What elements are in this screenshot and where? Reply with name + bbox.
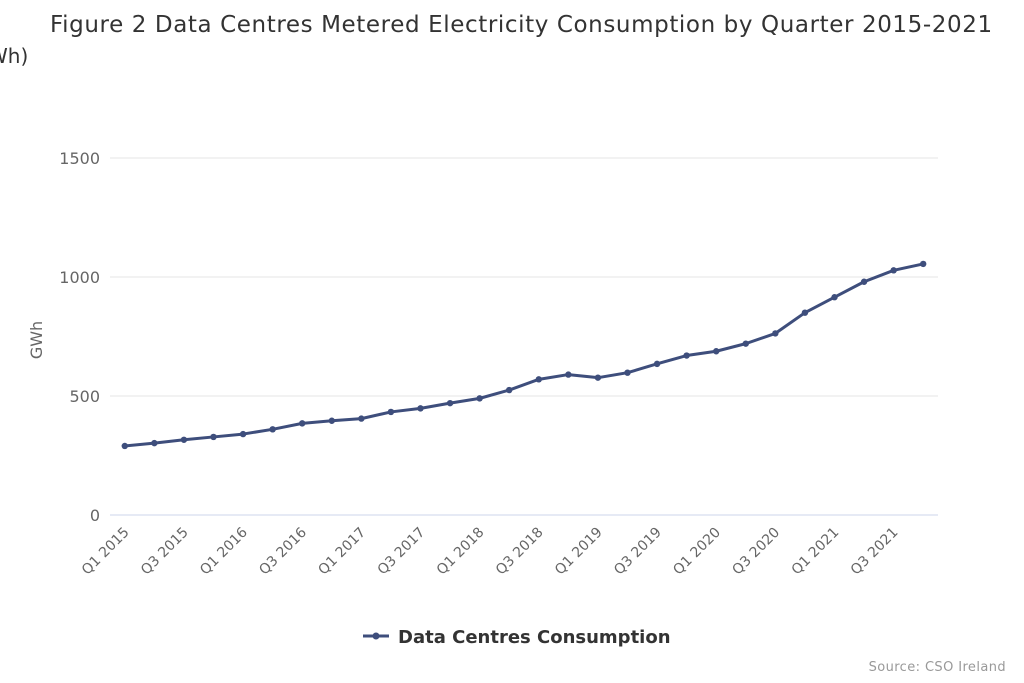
x-tick-label: Q1 2015: [79, 525, 133, 579]
legend[interactable]: Data Centres Consumption: [363, 627, 671, 648]
x-tick-label: Q1 2019: [552, 525, 606, 579]
y-tick-label: 1000: [59, 268, 100, 287]
data-point: [801, 309, 809, 316]
data-point: [387, 408, 395, 416]
x-tick-label: Q3 2015: [138, 525, 192, 579]
gridlines: [110, 157, 938, 397]
data-point: [299, 420, 306, 427]
x-tick-label: Q1 2020: [670, 525, 724, 579]
data-point: [831, 294, 838, 301]
series-line: [123, 262, 925, 448]
data-point: [890, 267, 897, 274]
data-point: [772, 330, 779, 337]
data-point: [683, 352, 690, 359]
data-point: [506, 386, 513, 394]
y-tick-label: 500: [69, 387, 100, 406]
data-point: [151, 439, 158, 447]
data-point: [269, 426, 276, 433]
x-tick-label: Q3 2016: [256, 524, 310, 578]
data-point: [446, 399, 454, 407]
data-point: [239, 430, 247, 438]
data-point: [624, 369, 631, 376]
data-point: [476, 395, 483, 402]
x-axis-ticks: Q1 2015 Q3 2015 Q1 2016 Q3 2016 Q1 2017 Q3 20…: [79, 524, 902, 578]
data-point: [742, 340, 749, 347]
x-tick-label: Q3 2017: [375, 525, 429, 579]
data-point: [565, 371, 572, 378]
data-point: [653, 360, 661, 368]
chart-subtitle: Wh): [0, 44, 29, 68]
x-tick-label: Q3 2021: [848, 525, 902, 579]
data-point: [535, 376, 542, 383]
data-point: [180, 436, 188, 443]
x-tick-label: Q3 2019: [611, 525, 665, 579]
series-data-centres-consumption: [121, 260, 927, 450]
data-point: [594, 374, 602, 381]
legend-label: Data Centres Consumption: [398, 627, 671, 648]
x-tick-label: Q1 2017: [315, 525, 369, 579]
x-tick-label: Q3 2018: [493, 525, 547, 579]
data-point: [860, 278, 868, 285]
y-axis-ticks: 0 500 1000 1500: [59, 149, 100, 525]
chart-title: Figure 2 Data Centres Metered Electricit…: [50, 12, 993, 38]
x-tick-label: Q3 2020: [729, 525, 783, 579]
source-credit: Source: CSO Ireland: [868, 660, 1006, 675]
data-point: [210, 433, 217, 441]
y-tick-label: 0: [90, 506, 100, 525]
y-tick-label: 1500: [59, 149, 100, 168]
legend-marker-symbol: [372, 632, 380, 640]
data-point: [417, 405, 424, 412]
x-tick-label: Q1 2021: [789, 525, 843, 579]
data-point: [121, 442, 128, 450]
data-point: [358, 415, 365, 422]
x-tick-label: Q1 2018: [434, 525, 488, 579]
y-axis-label: GWh: [27, 321, 46, 359]
data-point: [920, 260, 927, 268]
data-point: [713, 348, 720, 355]
data-point: [328, 417, 335, 424]
x-tick-label: Q1 2016: [197, 524, 251, 578]
